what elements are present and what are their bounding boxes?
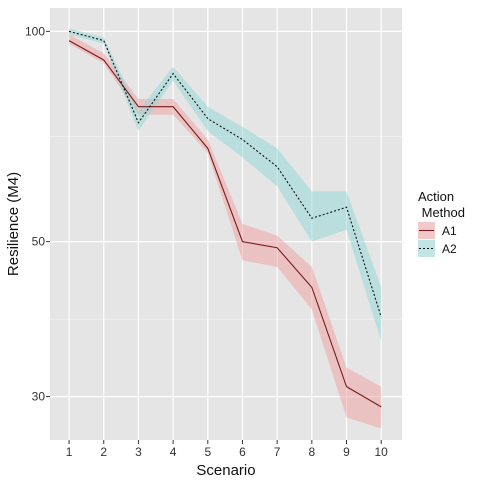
y-axis: 30 50 100 — [25, 24, 50, 404]
legend-label-a2: A2 — [442, 242, 457, 256]
x-tick-label: 9 — [343, 445, 350, 459]
series-line-a2 — [68, 30, 382, 318]
y-tick-label: 100 — [25, 24, 45, 38]
x-tick-label: 5 — [204, 445, 211, 459]
x-tick-label: 10 — [375, 445, 389, 459]
legend-title: Action Method — [418, 189, 465, 220]
x-tick-label: 2 — [100, 445, 107, 459]
legend: Action Method A1 A2 — [418, 189, 465, 257]
x-tick-label: 3 — [135, 445, 142, 459]
legend-key-a2 — [418, 240, 435, 257]
x-tick-label: 8 — [308, 445, 315, 459]
x-tick-label: 6 — [239, 445, 246, 459]
y-axis-title: Resilience (M4) — [5, 172, 22, 276]
legend-key-a1 — [418, 222, 435, 239]
x-tick-label: 1 — [66, 445, 73, 459]
series-lines — [68, 30, 382, 408]
y-tick-label: 50 — [32, 235, 46, 249]
legend-label-a1: A1 — [442, 224, 457, 238]
y-tick-label: 30 — [32, 390, 46, 404]
x-axis-title: Scenario — [196, 462, 255, 479]
series-line-a1 — [68, 40, 382, 408]
x-axis: 1 2 3 4 5 6 7 8 9 10 — [66, 440, 388, 459]
x-tick-label: 7 — [274, 445, 281, 459]
x-tick-label: 4 — [170, 445, 177, 459]
